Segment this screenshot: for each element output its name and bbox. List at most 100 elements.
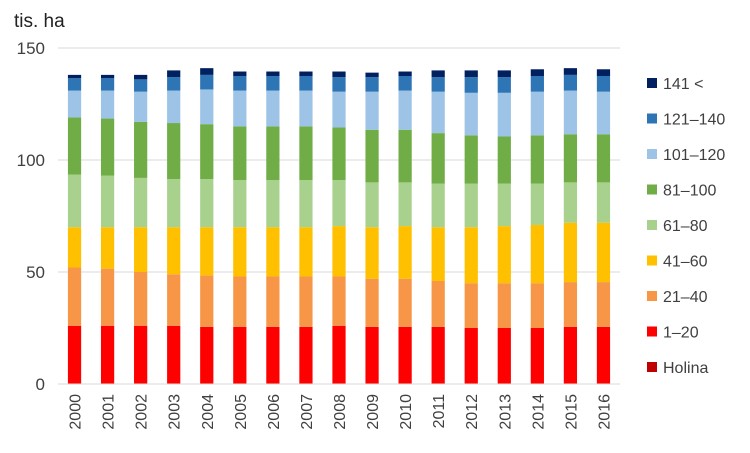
bar-segment	[100, 325, 115, 384]
bar-segment	[200, 124, 214, 180]
bar-segment	[233, 227, 247, 277]
bar-segment	[464, 92, 478, 136]
bar-segment	[134, 227, 148, 272]
legend-swatch	[647, 149, 657, 159]
legend-label: Holina	[663, 360, 708, 377]
bar-segment	[134, 121, 148, 178]
bar-segment	[464, 227, 478, 284]
legend-label: 1–20	[663, 325, 699, 342]
bar-segment	[233, 71, 247, 76]
bar-segment	[200, 68, 214, 75]
bar-segment	[398, 76, 412, 91]
y-tick-label: 50	[26, 263, 45, 282]
bar-segment	[67, 78, 82, 91]
bar-segment	[299, 326, 313, 384]
legend-swatch	[647, 78, 657, 88]
x-tick-label: 2001	[101, 394, 118, 430]
bar-segment	[530, 69, 544, 76]
bar-segment	[563, 68, 578, 75]
x-tick-label: 2013	[497, 394, 514, 430]
bar-segment	[464, 183, 478, 228]
bar-segment	[233, 180, 247, 228]
x-tick-label: 2007	[299, 394, 316, 430]
bar-segment	[464, 328, 478, 384]
bar-segment	[596, 182, 611, 223]
bar-segment	[200, 275, 214, 327]
bar-segment	[332, 77, 346, 92]
bar-segment	[530, 135, 544, 184]
bar-segment	[365, 182, 379, 228]
bar-segment	[596, 69, 611, 76]
bar-segment	[233, 126, 247, 181]
bar-segment	[464, 135, 478, 184]
bar-segment	[365, 227, 379, 279]
bar-segment	[365, 72, 379, 78]
bar-segment	[596, 134, 611, 183]
bar-segment	[67, 267, 82, 326]
bar-segment	[100, 227, 115, 269]
bar-segment	[563, 74, 578, 91]
y-tick-label: 100	[17, 151, 45, 170]
bar-segment	[365, 91, 379, 130]
y-tick-label: 0	[36, 375, 45, 394]
legend-swatch	[647, 255, 657, 266]
bar-segment	[266, 90, 280, 127]
x-tick-label: 2004	[200, 394, 217, 430]
legend: 141 < 121–140 101–120 81–100 61–80 41–60 21–40…	[647, 76, 725, 377]
bar-segment	[67, 174, 82, 228]
bar-segment	[299, 71, 313, 76]
bar-segment	[167, 274, 181, 326]
bar-segment	[100, 90, 115, 119]
bar-segment	[563, 326, 578, 384]
x-tick-label: 2002	[134, 394, 151, 430]
bar-segment	[332, 91, 346, 128]
bar-segment	[431, 280, 445, 327]
bar-segment	[563, 90, 578, 135]
bar-segment	[398, 129, 412, 183]
legend-swatch	[647, 113, 657, 124]
bar-segment	[563, 182, 578, 223]
bar-segment	[266, 227, 280, 277]
bar-segment	[299, 126, 313, 181]
bar-segment	[497, 136, 511, 184]
bar-segment	[398, 226, 412, 279]
bar-segment	[233, 76, 247, 91]
bar-segment	[497, 183, 511, 227]
bar-segment	[134, 91, 148, 122]
bar-segment	[530, 283, 544, 328]
bar-segment	[332, 276, 346, 326]
axes: 0 50 100 150 2000 2001 2002 2003 2004 2005 2006 200…	[17, 39, 620, 430]
bar-segment	[596, 282, 611, 327]
bar-segment	[266, 276, 280, 327]
bar-segment	[398, 278, 412, 327]
bar-segment	[134, 74, 148, 80]
bar-segment	[167, 325, 181, 384]
bar-segment	[332, 325, 346, 384]
legend-swatch	[647, 184, 657, 195]
bar-segment	[266, 126, 280, 181]
bar-segment	[530, 183, 544, 225]
bar-segment	[167, 123, 181, 180]
bar-segment	[497, 226, 511, 284]
bar-segment	[299, 76, 313, 91]
bar-segment	[100, 74, 115, 79]
bar-segment	[167, 179, 181, 228]
bar-segment	[100, 268, 115, 326]
bar-segment	[134, 79, 148, 92]
bar-segment	[167, 77, 181, 91]
bar-segment	[497, 92, 511, 137]
bar-segment	[266, 71, 280, 76]
legend-label: 41–60	[663, 254, 708, 271]
bar-segment	[431, 227, 445, 281]
bar-segment	[200, 74, 214, 90]
bar-segment	[431, 77, 445, 92]
bar-segment	[233, 326, 247, 384]
bar-segment	[200, 89, 214, 125]
bar-segment	[563, 134, 578, 183]
bar-segment	[497, 328, 511, 384]
bar-segment	[167, 70, 181, 78]
bar-segment	[596, 76, 611, 92]
bar-segment	[530, 328, 544, 384]
legend-label: 61–80	[663, 218, 708, 235]
